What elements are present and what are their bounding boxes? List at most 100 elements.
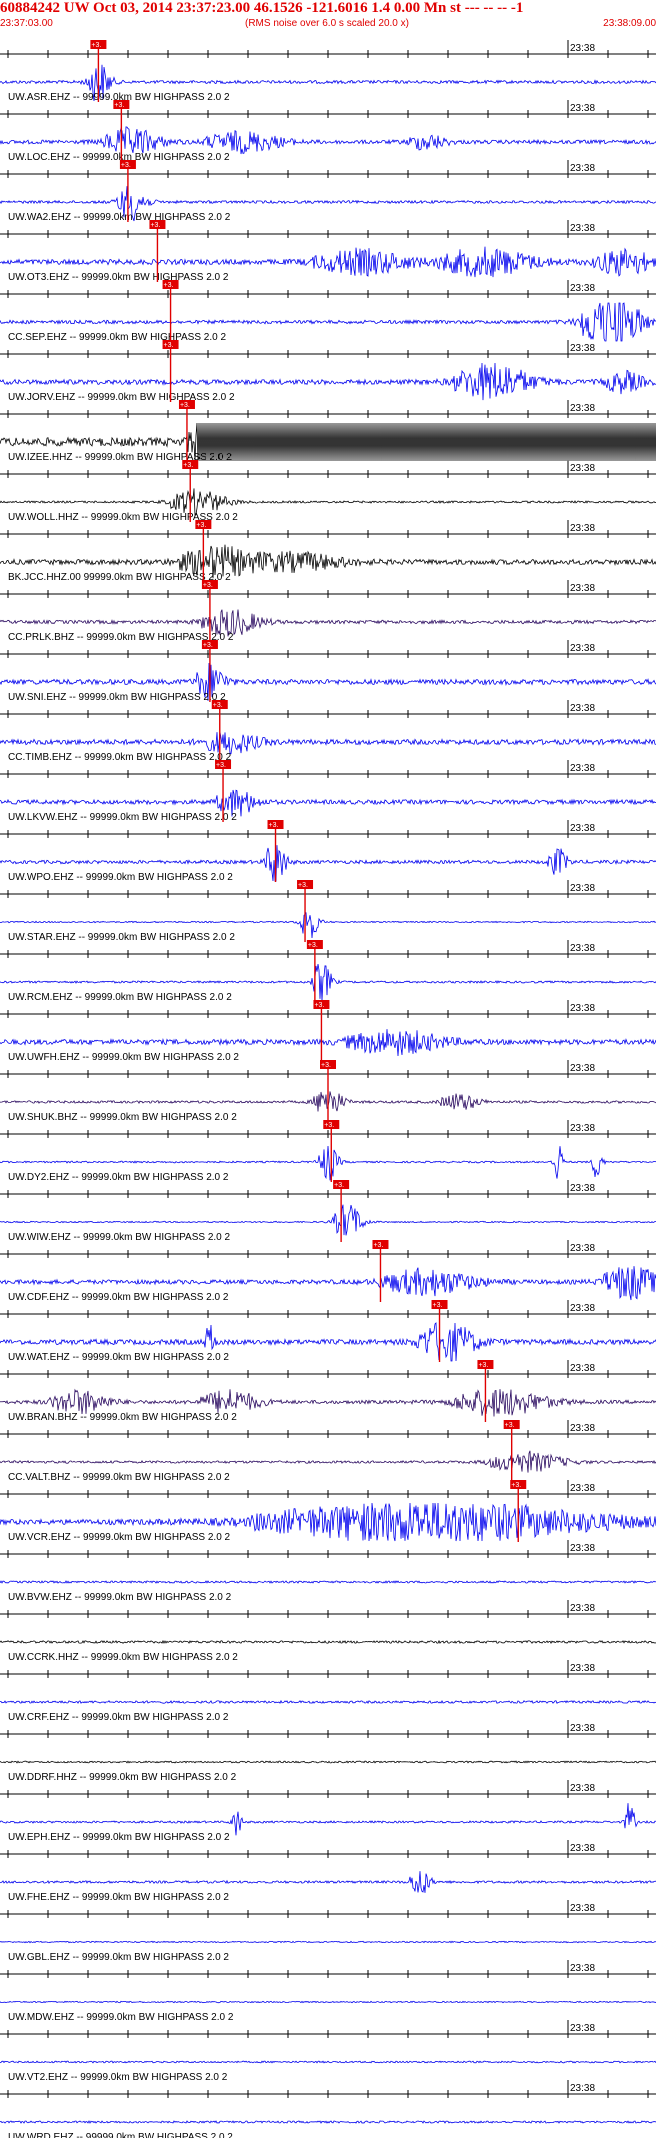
minute-mark-label: 23:38 [570,1543,595,1554]
pick-flag [267,820,284,829]
pick-flag [182,460,199,469]
trace-row: 23:38 BK.JCC.HHZ.00 99999.0km BW HIGHPASS… [0,520,656,583]
pick-label: +3. [269,822,279,829]
station-label: UW.WIW.EHZ -- 99999.0km BW HIGHPASS 2.0 … [8,1232,231,1243]
waveform [0,609,656,637]
minute-mark-label: 23:38 [570,1243,595,1254]
station-label: UW.LKVW.EHZ -- 99999.0km BW HIGHPASS 2.0… [8,812,237,823]
minute-mark-label: 23:38 [570,1123,595,1134]
trace-row: 23:38 UW.RCM.EHZ -- 99999.0km BW HIGHPASS… [0,940,656,1003]
pick-label: +3. [321,1062,331,1069]
pick-flag [477,1360,494,1369]
pick-label: +3. [164,282,174,289]
station-label: UW.LOC.EHZ -- 99999.0km BW HIGHPASS 2.0 … [8,152,230,163]
trace-row: 23:38 UW.DDRF.HHZ -- 99999.0km BW HIGHPAS… [0,1720,656,1783]
waveform [0,544,656,579]
pick-flag [162,280,179,289]
station-label: CC.TIMB.EHZ -- 99999.0km BW HIGHPASS 2.0… [8,752,232,763]
waveform [0,845,656,882]
station-label: UW.EPH.EHZ -- 99999.0km BW HIGHPASS 2.0 … [8,1832,230,1843]
station-label: UW.UWFH.EHZ -- 99999.0km BW HIGHPASS 2.0… [8,1052,239,1063]
waveform [0,662,656,702]
trace-row: 23:38 UW.LKVW.EHZ -- 99999.0km BW HIGHPAS… [0,760,656,823]
pick-label: +3. [164,342,174,349]
trace-row: 23:38 UW.ASR.EHZ -- 99999.0km BW HIGHPASS… [0,40,656,103]
minute-mark-label: 23:38 [570,1003,595,1014]
pick-flag [201,640,218,649]
trace-row: 23:38 UW.UWFH.EHZ -- 99999.0km BW HIGHPAS… [0,1000,656,1063]
pick-label: +3. [433,1302,443,1309]
trace-row: 23:38 UW.WIW.EHZ -- 99999.0km BW HIGHPASS… [0,1180,656,1243]
minute-mark-label: 23:38 [570,1363,595,1374]
waveform [0,912,656,939]
trace-row: 23:38 UW.LOC.EHZ -- 99999.0km BW HIGHPASS… [0,100,656,163]
minute-mark-label: 23:38 [570,1603,595,1614]
trace-row: 23:38 UW.EPH.EHZ -- 99999.0km BW HIGHPASS… [0,1780,656,1843]
station-label: UW.WPO.EHZ -- 99999.0km BW HIGHPASS 2.0 … [8,872,233,883]
waveform [0,1388,656,1417]
trace-row: 23:38 UW.WRD.EHZ -- 99999.0km BW HIGHPASS… [0,2080,656,2138]
station-label: UW.VCR.EHZ -- 99999.0km BW HIGHPASS 2.0 … [8,1532,231,1543]
pick-flag [201,580,218,589]
pick-flag [320,1060,336,1069]
waveform [0,64,656,102]
station-label: UW.CDF.EHZ -- 99999.0km BW HIGHPASS 2.0 … [8,1292,229,1303]
trace-row: 23:38 UW.MDW.EHZ -- 99999.0km BW HIGHPASS… [0,1960,656,2023]
waveform [0,1322,656,1362]
waveform [0,1145,656,1181]
minute-mark-label: 23:38 [570,283,595,294]
pick-label: +3. [203,642,213,649]
station-label: UW.MDW.EHZ -- 99999.0km BW HIGHPASS 2.0 … [8,2012,234,2023]
station-label: UW.BRAN.BHZ -- 99999.0km BW HIGHPASS 2.0… [8,1412,237,1423]
minute-mark-label: 23:38 [570,1063,595,1074]
minute-mark-label: 23:38 [570,883,595,894]
station-label: UW.OT3.EHZ -- 99999.0km BW HIGHPASS 2.0 … [8,272,229,283]
minute-mark-label: 23:38 [570,1783,595,1794]
trace-row: 23:38 UW.WPO.EHZ -- 99999.0km BW HIGHPASS… [0,820,656,883]
minute-mark-label: 23:38 [570,943,595,954]
waveform [0,1639,656,1645]
pick-label: +3. [203,582,213,589]
station-label: UW.GBL.EHZ -- 99999.0km BW HIGHPASS 2.0 … [8,1952,229,1963]
pick-flag [372,1240,389,1249]
pick-label: +3. [298,882,308,889]
minute-mark-label: 23:38 [570,403,595,414]
pick-flag [431,1300,448,1309]
waveform [0,1204,656,1236]
pick-label: +3. [324,1122,334,1129]
record-header: 60884242 UW Oct 03, 2014 23:37:23.00 46.… [0,0,656,36]
trace-row: 23:38 UW.CCRK.HHZ -- 99999.0km BW HIGHPAS… [0,1600,656,1663]
waveform [0,964,656,1002]
trace-row: 23:38 UW.WOLL.HHZ -- 99999.0km BW HIGHPAS… [0,460,656,523]
station-label: UW.CRF.EHZ -- 99999.0km BW HIGHPASS 2.0 … [8,1712,229,1723]
minute-mark-label: 23:38 [570,1903,595,1914]
pick-flag [510,1480,527,1489]
minute-mark-label: 23:38 [570,523,595,534]
pick-flag [215,760,232,769]
pick-flag [113,100,130,109]
start-time-label: 23:37:03.00 [0,18,53,29]
station-label: CC.PRLK.BHZ -- 99999.0km BW HIGHPASS 2.0… [8,632,234,643]
station-label: UW.FHE.EHZ -- 99999.0km BW HIGHPASS 2.0 … [8,1892,229,1903]
minute-mark-label: 23:38 [570,763,595,774]
trace-row: 23:38 UW.CDF.EHZ -- 99999.0km BW HIGHPASS… [0,1240,656,1303]
pick-label: +3. [183,462,193,469]
pick-label: +3. [373,1242,383,1249]
trace-row: 23:38 UW.IZEE.HHZ -- 99999.0km BW HIGHPAS… [0,400,656,463]
minute-mark-label: 23:38 [570,223,595,234]
station-label: UW.WAT.EHZ -- 99999.0km BW HIGHPASS 2.0 … [8,1352,229,1363]
waveform [0,1760,656,1764]
minute-mark-label: 23:38 [570,163,595,174]
pick-flag [333,1180,350,1189]
minute-mark-label: 23:38 [570,583,595,594]
minute-mark-label: 23:38 [570,1423,595,1434]
trace-row: 23:38 UW.CRF.EHZ -- 99999.0km BW HIGHPASS… [0,1660,656,1723]
event-title: 60884242 UW Oct 03, 2014 23:37:23.00 46.… [0,0,524,16]
trace-row: 23:38 UW.SNI.EHZ -- 99999.0km BW HIGHPASS… [0,640,656,703]
station-label: CC.VALT.BHZ -- 99999.0km BW HIGHPASS 2.0… [8,1472,230,1483]
minute-mark-label: 23:38 [570,823,595,834]
station-label: UW.JORV.EHZ -- 99999.0km BW HIGHPASS 2.0… [8,392,235,403]
minute-mark-label: 23:38 [570,343,595,354]
station-label: UW.SNI.EHZ -- 99999.0km BW HIGHPASS 2.0 … [8,692,226,703]
pick-label: +3. [114,102,124,109]
